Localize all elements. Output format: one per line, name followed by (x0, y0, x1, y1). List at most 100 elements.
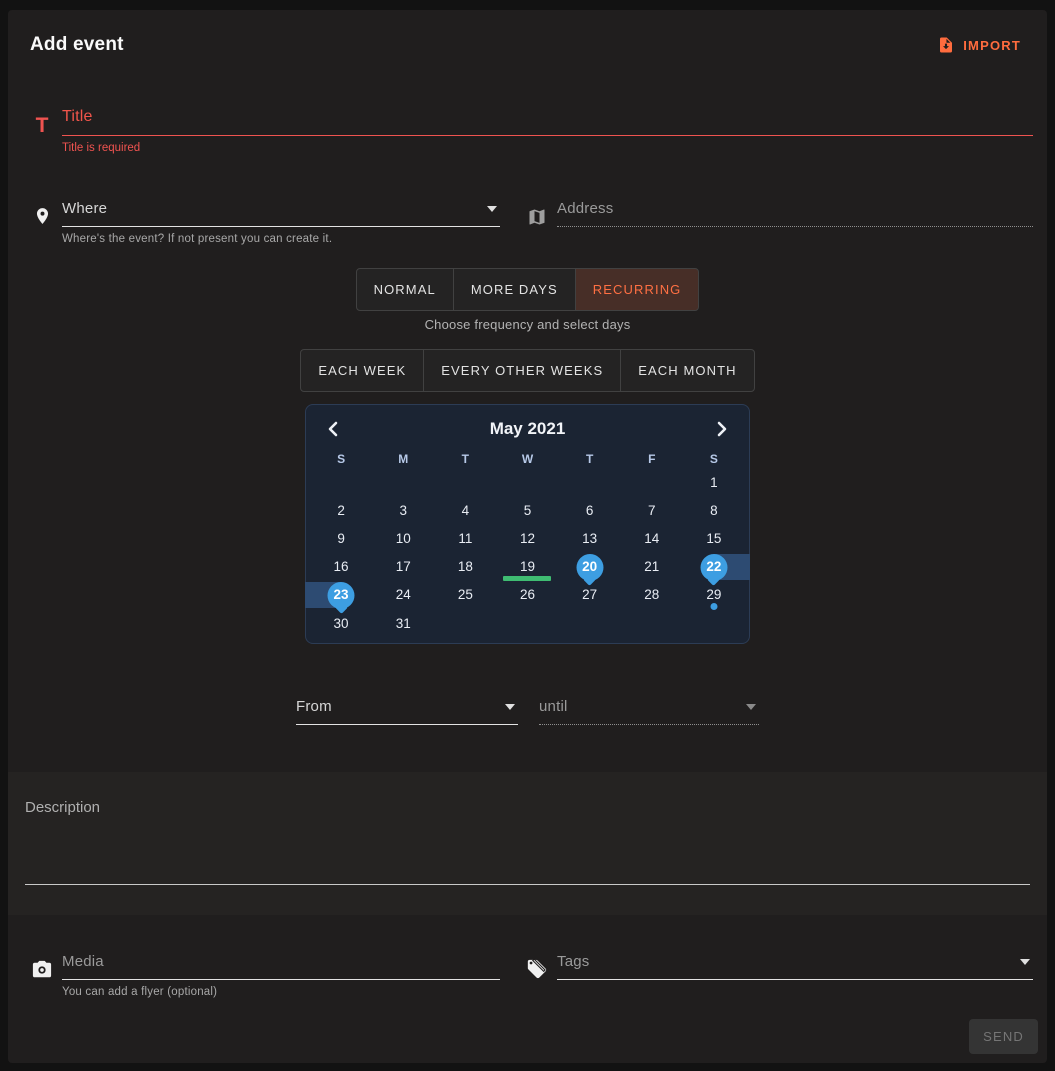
description-input[interactable]: Description (8, 772, 1047, 916)
calendar-day-9[interactable]: 9 (337, 530, 345, 546)
frequency-options: EACH WEEK EVERY OTHER WEEKS EACH MONTH (300, 349, 755, 392)
calendar-prev-button[interactable] (324, 417, 342, 441)
calendar-day-25[interactable]: 25 (457, 587, 473, 603)
calendar-day-27[interactable]: 27 (582, 587, 598, 603)
calendar-day-15[interactable]: 15 (706, 530, 722, 546)
from-select[interactable]: From (296, 698, 518, 726)
selected-day-marker (576, 553, 604, 581)
calendar-day-5[interactable]: 5 (523, 502, 532, 518)
dropdown-arrow-icon (1020, 958, 1030, 965)
calendar-day-23[interactable]: 23 (305, 581, 372, 609)
calendar-weekday: T (461, 451, 470, 466)
tab-recurring[interactable]: RECURRING (574, 269, 699, 310)
description-placeholder: Description (25, 799, 101, 817)
calendar-day-11[interactable]: 11 (458, 530, 473, 546)
import-button[interactable]: IMPORT (934, 36, 1021, 54)
calendar-day-6[interactable]: 6 (585, 502, 594, 518)
calendar-weekday: F (648, 451, 656, 466)
address-input[interactable]: Address (557, 200, 1033, 227)
dropdown-arrow-icon (505, 703, 515, 710)
title-icon: T (35, 114, 49, 137)
calendar-empty-cell (434, 468, 496, 496)
calendar-day-7[interactable]: 7 (648, 502, 656, 518)
add-event-dialog: Add event IMPORT T Title Title is requir… (8, 10, 1047, 1063)
calendar-month-label: May 2021 (489, 419, 566, 438)
calendar-empty-cell (496, 609, 558, 637)
calendar-empty-cell (496, 468, 558, 496)
calendar-day-14[interactable]: 14 (644, 530, 660, 546)
calendar-weekday: M (398, 451, 409, 466)
calendar-weekday: S (709, 451, 718, 466)
calendar-day-1[interactable]: 1 (710, 474, 718, 490)
calendar-day-24[interactable]: 24 (395, 587, 411, 603)
calendar-day-28[interactable]: 28 (644, 587, 660, 603)
calendar-day-19[interactable]: 19 (496, 553, 558, 581)
tags-field: Tags (525, 953, 1033, 998)
frequency-option-every-other-weeks[interactable]: EVERY OTHER WEEKS (423, 350, 620, 391)
calendar-day-4[interactable]: 4 (461, 502, 470, 518)
dropdown-arrow-icon (746, 703, 756, 710)
calendar-empty-cell (683, 609, 745, 637)
where-field: Where Where's the event? If not present … (30, 200, 500, 245)
event-type-tabs: NORMAL MORE DAYS RECURRING (355, 268, 700, 311)
selected-day-marker (700, 553, 728, 581)
camera-icon (30, 960, 54, 980)
tags-icon (525, 958, 549, 980)
description-underline (25, 884, 1030, 886)
calendar-next-button[interactable] (713, 417, 731, 441)
dialog-header: Add event IMPORT (8, 10, 1047, 56)
media-tags-row: Media You can add a flyer (optional) Tag… (30, 953, 1033, 998)
where-address-row: Where Where's the event? If not present … (30, 200, 1033, 245)
calendar-empty-cell (621, 468, 683, 496)
address-field: Address (525, 200, 1033, 245)
map-icon (525, 207, 549, 227)
calendar-empty-cell (434, 609, 496, 637)
calendar-empty-cell (621, 609, 683, 637)
event-dot-marker (710, 602, 718, 610)
calendar-day-3[interactable]: 3 (399, 502, 407, 518)
calendar-day-29[interactable]: 29 (683, 581, 745, 610)
calendar-day-20[interactable]: 20 (559, 553, 621, 581)
calendar-day-16[interactable]: 16 (333, 559, 349, 575)
calendar-empty-cell (372, 468, 434, 496)
calendar-weekday: S (337, 451, 346, 466)
until-field: until (539, 698, 759, 726)
calendar-day-2[interactable]: 2 (337, 502, 345, 518)
calendar-day-13[interactable]: 13 (582, 530, 598, 546)
calendar-day-8[interactable]: 8 (710, 502, 718, 518)
calendar-day-26[interactable]: 26 (519, 587, 535, 603)
selected-day-marker (327, 581, 355, 609)
calendar-day-31[interactable]: 31 (395, 615, 411, 631)
media-input[interactable]: Media (62, 953, 500, 981)
dropdown-arrow-icon (487, 205, 497, 212)
calendar-empty-cell (310, 468, 372, 496)
frequency-hint: Choose frequency and select days (424, 317, 631, 332)
calendar-empty-cell (559, 609, 621, 637)
calendar-day-10[interactable]: 10 (395, 530, 411, 546)
frequency-option-each-week[interactable]: EACH WEEK (301, 350, 423, 391)
calendar-day-17[interactable]: 17 (395, 559, 411, 575)
tags-select[interactable]: Tags (557, 953, 1033, 981)
frequency-option-each-month[interactable]: EACH MONTH (620, 350, 753, 391)
tab-normal[interactable]: NORMAL (357, 269, 453, 310)
title-input[interactable]: Title (62, 108, 1033, 136)
send-button[interactable]: SEND (969, 1019, 1038, 1054)
calendar-day-22[interactable]: 22 (683, 553, 750, 581)
calendar-day-21[interactable]: 21 (644, 559, 660, 575)
calendar-day-12[interactable]: 12 (519, 530, 535, 546)
calendar-day-30[interactable]: 30 (333, 615, 349, 631)
calendar-day-18[interactable]: 18 (457, 559, 473, 575)
location-pin-icon (30, 205, 54, 227)
calendar-nav: May 2021 (310, 409, 745, 449)
calendar-weekday: T (585, 451, 594, 466)
tab-more-days[interactable]: MORE DAYS (452, 269, 575, 310)
import-label: IMPORT (963, 37, 1021, 53)
page-title: Add event (30, 34, 124, 55)
dialog-footer: SEND (8, 1019, 1047, 1063)
media-helper-text: You can add a flyer (optional) (62, 986, 218, 999)
where-select[interactable]: Where (62, 200, 500, 227)
media-field: Media You can add a flyer (optional) (30, 953, 500, 998)
until-select[interactable]: until (539, 698, 759, 726)
